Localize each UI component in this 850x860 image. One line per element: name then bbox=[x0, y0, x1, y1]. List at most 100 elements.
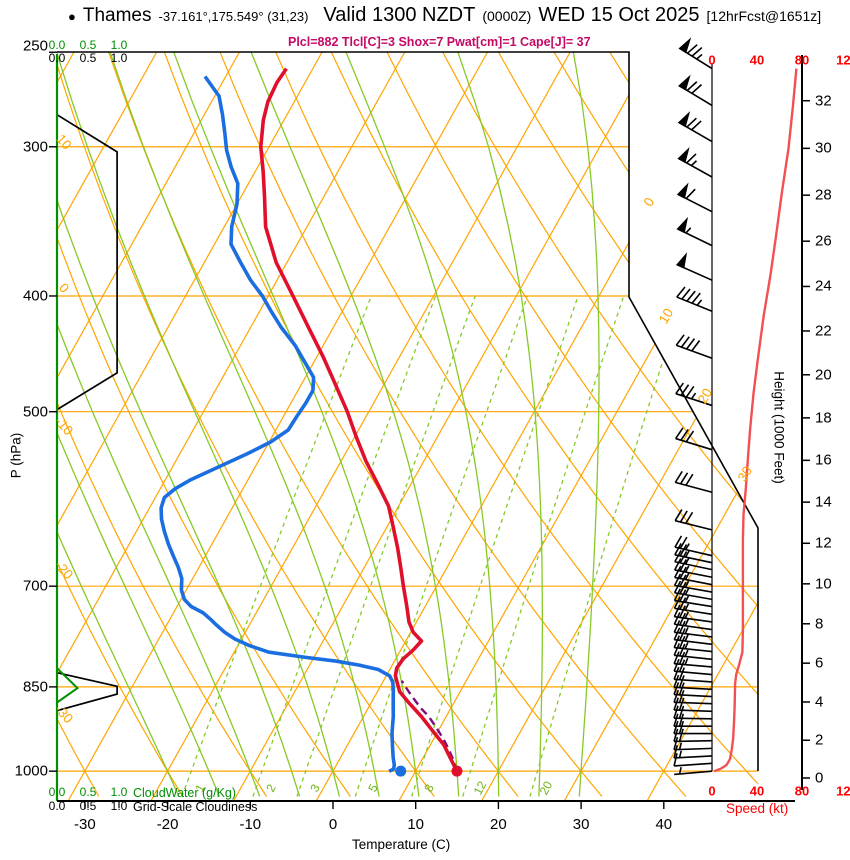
cloudwater-scale-label-top: 0.0 bbox=[48, 38, 66, 52]
height-tick-label: 18 bbox=[815, 409, 832, 427]
station-name: Thames bbox=[82, 5, 152, 26]
dry-adiabat-line bbox=[57, 52, 351, 797]
speed-tick-label-top: 120 bbox=[836, 52, 850, 68]
isotherm-line bbox=[481, 52, 758, 801]
height-tick-label: 10 bbox=[815, 575, 832, 593]
pressure-tick-label: 850 bbox=[22, 678, 48, 696]
temperature-tick-label: 30 bbox=[572, 816, 590, 833]
isotherm-line bbox=[57, 52, 323, 801]
speed-tick-label-bottom: 80 bbox=[794, 783, 810, 799]
speed-tick-label-top: 40 bbox=[749, 52, 765, 68]
mixing-ratio-line bbox=[529, 295, 685, 797]
height-tick-label: 8 bbox=[815, 615, 824, 633]
moist-adiabat-line bbox=[57, 52, 261, 797]
dry-adiabat-line bbox=[442, 52, 758, 797]
surface-dewpoint-dot bbox=[395, 765, 407, 777]
pressure-tick-label: 300 bbox=[22, 138, 48, 156]
wind-speed-profile bbox=[713, 68, 798, 773]
height-tick-label: 2 bbox=[815, 731, 824, 749]
speed-tick-label-top: 0 bbox=[708, 52, 716, 68]
cloudwater-scale-label-top: 1.0 bbox=[110, 38, 128, 52]
height-tick-label: 28 bbox=[815, 186, 832, 204]
mixing-ratio-line bbox=[462, 295, 625, 797]
height-tick-label: 24 bbox=[815, 277, 832, 295]
sounding-curves bbox=[159, 67, 459, 773]
isotherm-line bbox=[315, 52, 737, 801]
dry-adiabat-line bbox=[57, 52, 435, 797]
cloudwater-profile bbox=[56, 667, 80, 704]
temperature-tick-label: -20 bbox=[156, 816, 179, 833]
cloudiness-scale-label-top: 0.5 bbox=[79, 51, 97, 65]
temperature-tick-label: -10 bbox=[239, 816, 262, 833]
mixing-ratio-line bbox=[296, 295, 476, 797]
cloudwater-scale-label-bottom: 1.0 bbox=[110, 785, 128, 799]
cloudwater-scale-label-top: 0.5 bbox=[79, 38, 97, 52]
temperature-tick-label: 0 bbox=[328, 816, 338, 833]
isotherm-line bbox=[57, 52, 158, 801]
mixing-ratio-line bbox=[252, 295, 437, 797]
cloudiness-axis-title: Grid-Scale Cloudiness bbox=[133, 800, 258, 814]
height-tick-label: 16 bbox=[815, 451, 832, 469]
moist-adiabat-line bbox=[345, 52, 500, 797]
dry-adiabat-line bbox=[609, 52, 758, 797]
valid-time: Valid 1300 NZDT bbox=[323, 4, 476, 26]
mixing-ratio-line bbox=[411, 295, 579, 797]
mixing-ratio-line bbox=[181, 295, 372, 797]
moist-adiabat-line bbox=[250, 52, 460, 797]
pressure-tick-label: 700 bbox=[22, 577, 48, 595]
pressure-axis-title: P (hPa) bbox=[8, 432, 24, 479]
speed-tick-label-bottom: 0 bbox=[708, 783, 716, 799]
temperature-axis-title: Temperature (C) bbox=[352, 837, 451, 852]
height-tick-label: 22 bbox=[815, 322, 832, 340]
speed-axis-title: Speed (kt) bbox=[726, 801, 789, 816]
isotherm-line bbox=[563, 52, 758, 801]
sounding-indices: Plcl=882 Tlcl[C]=3 Shox=7 Pwat[cm]=1 Cap… bbox=[288, 35, 591, 49]
cloudwater-scale-label-bottom: 0.5 bbox=[79, 785, 97, 799]
plot-frame bbox=[57, 51, 759, 771]
valid-date: WED 15 Oct 2025 bbox=[538, 4, 700, 26]
height-tick-label: 4 bbox=[815, 693, 824, 711]
temperature-curve bbox=[258, 67, 459, 773]
station-bullet-icon: ● bbox=[68, 9, 76, 24]
dry-adiabat-line bbox=[57, 52, 268, 797]
pressure-tick-label: 1000 bbox=[14, 762, 48, 780]
height-tick-label: 32 bbox=[815, 92, 832, 110]
moist-adiabat-line bbox=[57, 52, 341, 797]
moist-adiabat-line bbox=[173, 52, 420, 797]
isotherm-line bbox=[646, 52, 758, 801]
dry-adiabat-line bbox=[57, 52, 100, 797]
background-grid bbox=[57, 52, 758, 801]
pressure-tick-label: 500 bbox=[22, 403, 48, 421]
valid-zulu: (0000Z) bbox=[482, 8, 532, 24]
pressure-tick-label: 250 bbox=[22, 37, 48, 55]
temperature-tick-label: -30 bbox=[74, 816, 96, 833]
speed-tick-label-bottom: 40 bbox=[749, 783, 765, 799]
forecast-tag: [12hrFcst@1651z] bbox=[706, 8, 822, 24]
cloudiness-scale-label-bottom: 0.5 bbox=[79, 799, 97, 813]
cloudiness-scale-label-bottom: 1.0 bbox=[110, 799, 128, 813]
isotherm-line bbox=[57, 52, 406, 801]
height-tick-label: 30 bbox=[815, 139, 832, 157]
isotherm-line bbox=[67, 52, 489, 801]
height-tick-label: 20 bbox=[815, 366, 832, 384]
cloudiness-scale-label-top: 0.0 bbox=[48, 51, 66, 65]
moist-adiabat-line bbox=[457, 52, 544, 797]
height-tick-label: 26 bbox=[815, 232, 832, 250]
surface-temperature-dot bbox=[451, 765, 463, 777]
moist-adiabat-line bbox=[572, 52, 600, 797]
cloudwater-axis-title: CloudWater (g/Kg) bbox=[133, 786, 237, 800]
speed-tick-label-top: 80 bbox=[794, 52, 810, 68]
pressure-tick-label: 400 bbox=[22, 287, 48, 305]
dry-adiabat-line bbox=[219, 52, 687, 797]
height-tick-label: 12 bbox=[815, 534, 832, 552]
cloudiness-scale-label-top: 1.0 bbox=[110, 51, 128, 65]
moist-adiabat-line bbox=[57, 52, 301, 797]
wind-barbs bbox=[673, 37, 713, 776]
dry-adiabat-line bbox=[275, 52, 758, 797]
isotherm-line bbox=[57, 52, 240, 801]
isotherm-line bbox=[232, 52, 654, 801]
dry-adiabat-line bbox=[330, 52, 758, 797]
temperature-tick-label: 20 bbox=[490, 816, 507, 833]
isotherm-line bbox=[398, 52, 758, 801]
